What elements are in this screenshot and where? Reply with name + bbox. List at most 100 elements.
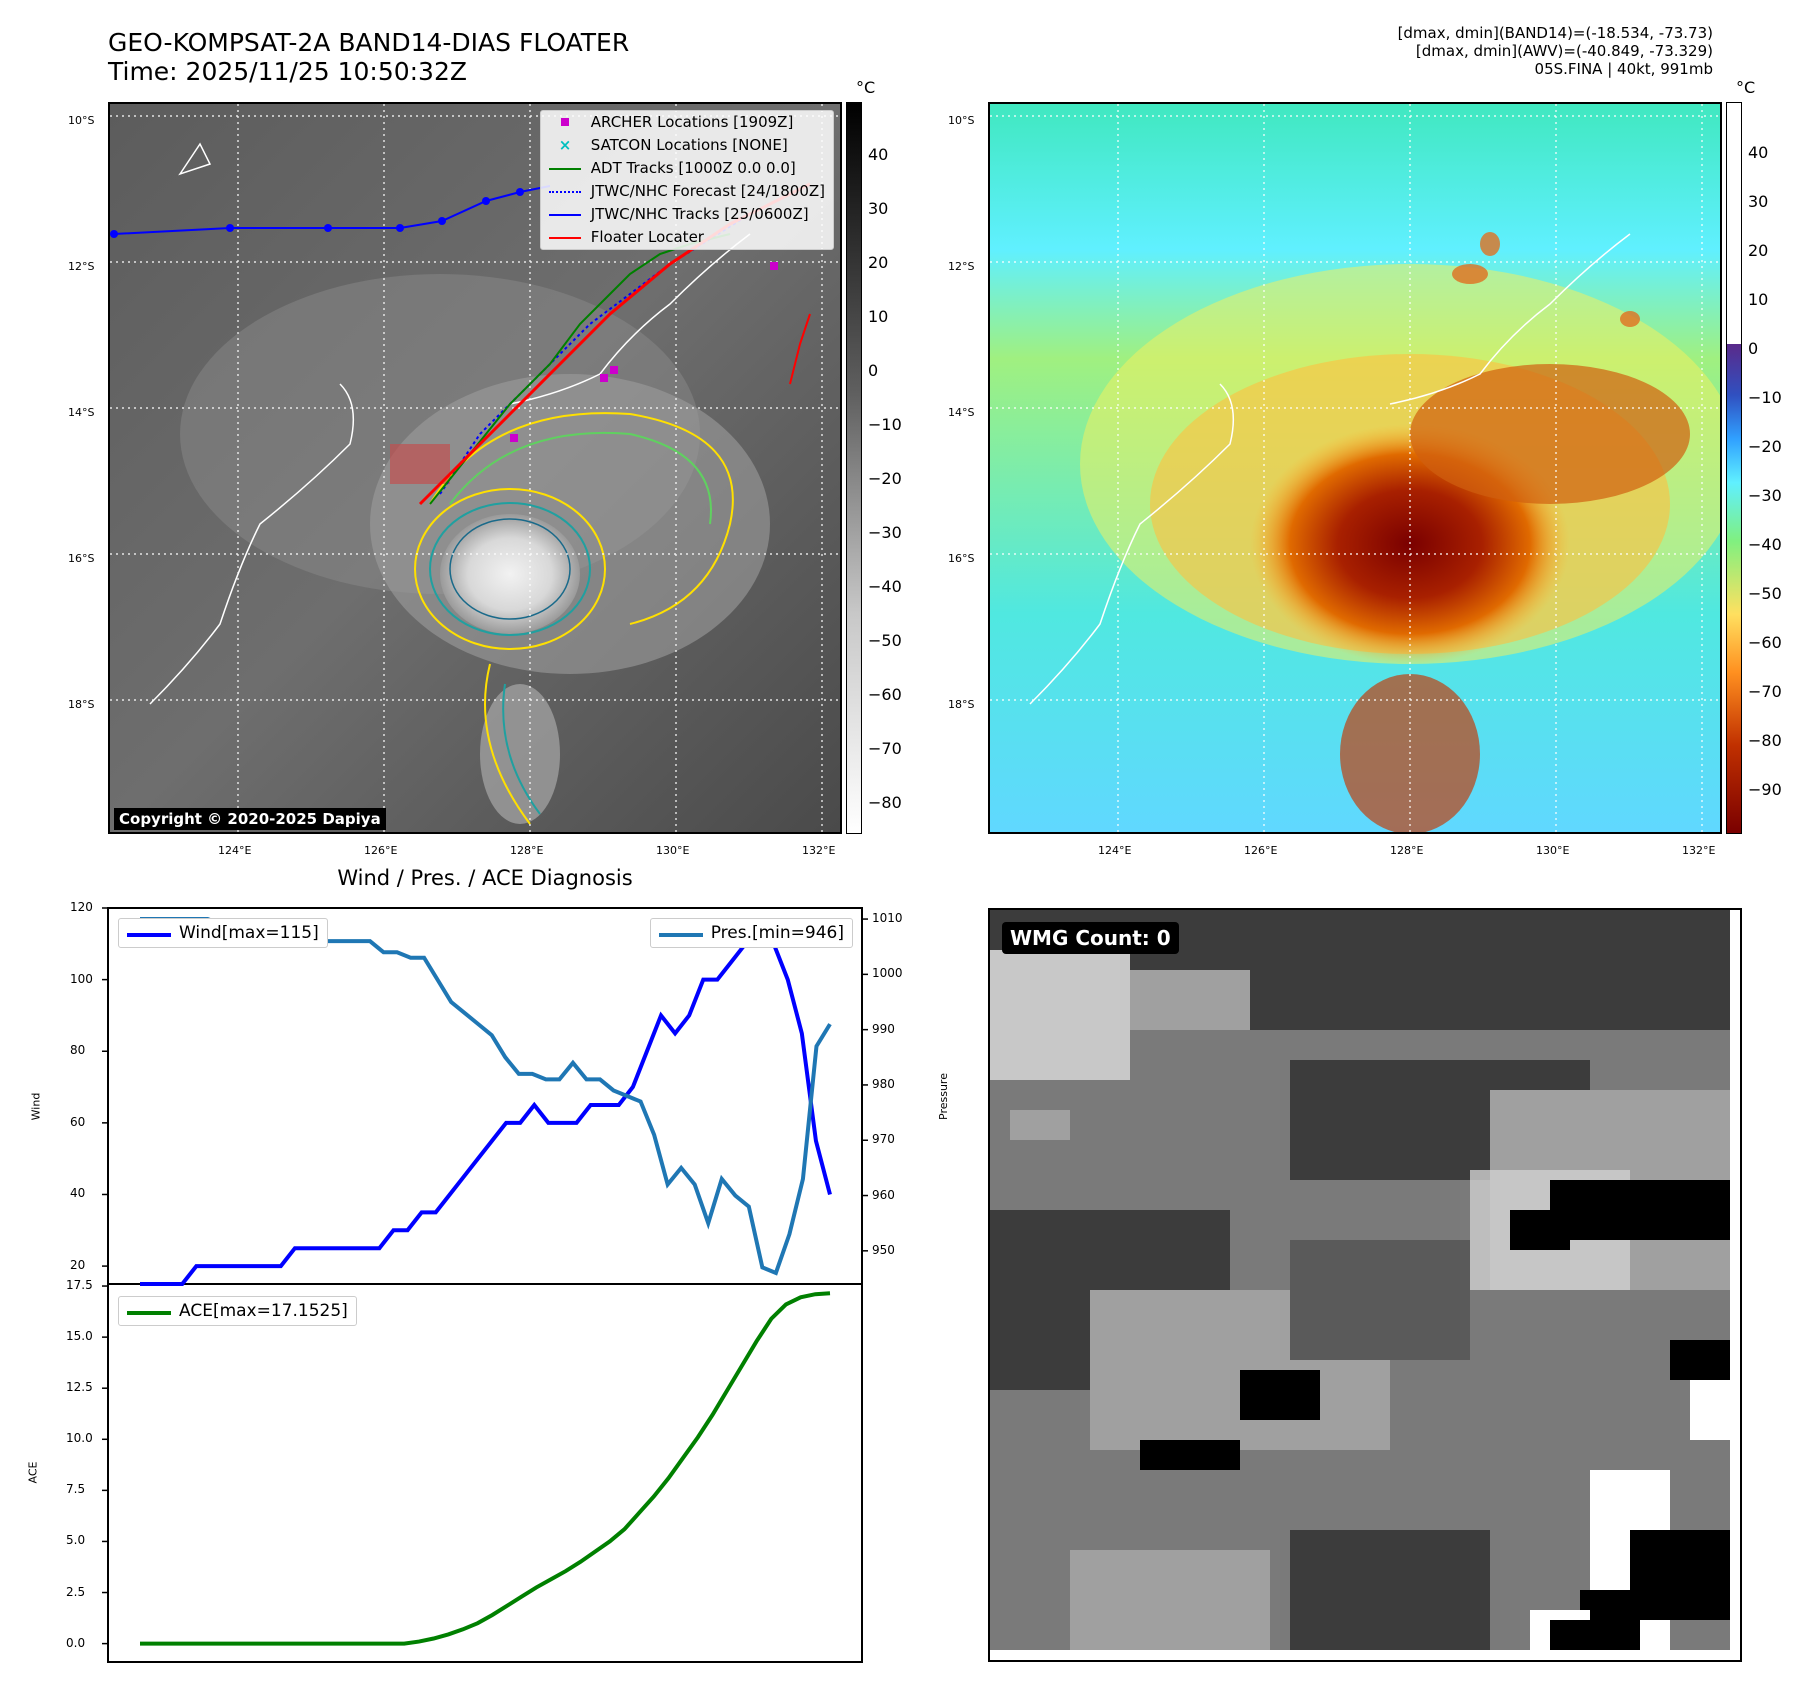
colorbar-tick-label: −30 xyxy=(1748,486,1782,505)
colorbar-tick-label: 10 xyxy=(868,307,889,326)
pressure-tick-label: 1000 xyxy=(872,966,903,981)
ace-tick-label: 10.0 xyxy=(66,1431,93,1446)
lon-tick-label: 128°E xyxy=(510,844,544,857)
ace-legend-label: ACE[max=17.1525] xyxy=(179,1301,348,1321)
ace-tick-label: 15.0 xyxy=(66,1329,93,1344)
lat-tick-label: 12°S xyxy=(68,260,95,273)
wind-tick-label: 100 xyxy=(70,971,93,986)
legend-entry: JTWC/NHC Forecast [24/1800Z] xyxy=(541,180,833,203)
colorbar-tick-label: −20 xyxy=(1748,437,1782,456)
lat-tick-label: 18°S xyxy=(68,698,95,711)
wmg-count-badge: WMG Count: 0 xyxy=(1002,922,1179,954)
legend-label: Floater Locater xyxy=(590,228,704,246)
pressure-tick-label: 950 xyxy=(872,1242,895,1257)
pressure-tick-label: 990 xyxy=(872,1021,895,1036)
pressure-legend-label: Pres.[min=946] xyxy=(710,923,844,943)
lat-tick-label: 14°S xyxy=(68,406,95,419)
colorbar-tick-label: 30 xyxy=(868,199,889,218)
info-line-1: [dmax, dmin](BAND14)=(-18.534, -73.73) xyxy=(1397,24,1713,42)
lat-tick-label: 14°S xyxy=(948,406,975,419)
wind-axis-label: Wind xyxy=(29,1092,43,1121)
ir-satellite-map: Copyright © 2020-2025 Dapiya ARCHER Loca… xyxy=(108,102,842,834)
title-line-1: GEO-KOMPSAT-2A BAND14-DIAS FLOATER xyxy=(108,28,630,57)
wind-legend: Wind[max=115] xyxy=(118,918,328,948)
wind-series-line xyxy=(140,922,832,1286)
colorbar-tick-label: 0 xyxy=(1748,339,1759,358)
colorbar-tick-label: −30 xyxy=(868,523,902,542)
legend-label: ADT Tracks [1000Z 0.0 0.0] xyxy=(590,159,796,177)
legend-label: SATCON Locations [NONE] xyxy=(590,136,788,154)
colorbar-tick-label: −20 xyxy=(868,469,902,488)
legend-label: JTWC/NHC Tracks [25/0600Z] xyxy=(590,205,809,223)
colorbar-tick-label: 20 xyxy=(868,253,889,272)
ace-legend: ACE[max=17.1525] xyxy=(118,1296,357,1326)
ace-tick-label: 7.5 xyxy=(66,1482,86,1497)
colorbar-tick-label: −40 xyxy=(1748,535,1782,554)
colorbar-tick-label: −50 xyxy=(868,631,902,650)
colorbar-tick-label: −40 xyxy=(868,577,902,596)
ace-tick-label: 2.5 xyxy=(66,1584,86,1599)
lon-tick-label: 130°E xyxy=(1536,844,1570,857)
awv-map-image xyxy=(990,104,1720,832)
lat-tick-label: 18°S xyxy=(948,698,975,711)
colorbar-tick-label: −10 xyxy=(1748,388,1782,407)
colorbar-tick-label: −70 xyxy=(868,739,902,758)
diagnosis-plots xyxy=(102,907,868,1663)
legend-symbol xyxy=(560,118,569,126)
lat-tick-label: 10°S xyxy=(68,114,95,127)
pressure-tick-label: 980 xyxy=(872,1076,895,1091)
legend-entry: × SATCON Locations [NONE] xyxy=(541,134,833,157)
wind-legend-label: Wind[max=115] xyxy=(179,923,319,943)
colorbar-tick-label: 40 xyxy=(1748,143,1769,162)
lat-tick-label: 12°S xyxy=(948,260,975,273)
lon-tick-label: 132°E xyxy=(1682,844,1716,857)
pressure-legend-swatch xyxy=(658,933,703,937)
legend-symbol xyxy=(548,191,581,193)
pressure-tick-label: 960 xyxy=(872,1187,895,1202)
pressure-tick-label: 1010 xyxy=(872,911,903,926)
legend-symbol: × xyxy=(558,136,572,154)
legend-entry: Floater Locater xyxy=(541,226,833,249)
legend-label: ARCHER Locations [1909Z] xyxy=(590,113,794,131)
ace-tick-label: 17.5 xyxy=(66,1278,93,1293)
pressure-legend: Pres.[min=946] xyxy=(649,918,853,948)
legend-entry: ADT Tracks [1000Z 0.0 0.0] xyxy=(541,157,833,180)
ace-tick-label: 5.0 xyxy=(66,1533,86,1548)
legend-symbol xyxy=(548,237,581,239)
lon-tick-label: 124°E xyxy=(1098,844,1132,857)
lon-tick-label: 124°E xyxy=(218,844,252,857)
lon-tick-label: 128°E xyxy=(1390,844,1424,857)
lat-tick-label: 16°S xyxy=(68,552,95,565)
wind-tick-label: 120 xyxy=(70,900,93,914)
info-line-3: 05S.FINA | 40kt, 991mb xyxy=(1534,60,1713,78)
legend-symbol xyxy=(548,214,581,216)
ace-legend-swatch xyxy=(127,1311,171,1315)
colorbar-tick-label: 10 xyxy=(1748,290,1769,309)
ace-tick-label: 0.0 xyxy=(66,1635,86,1650)
legend-label: JTWC/NHC Forecast [24/1800Z] xyxy=(590,182,825,200)
legend-entry: JTWC/NHC Tracks [25/0600Z] xyxy=(541,203,833,226)
colorbar-tick-label: −90 xyxy=(1748,780,1782,799)
chart-title: GEO-KOMPSAT-2A BAND14-DIAS FLOATER Time:… xyxy=(108,28,629,86)
info-line-2: [dmax, dmin](AWV)=(-40.849, -73.329) xyxy=(1415,42,1713,60)
title-line-2: Time: 2025/11/25 10:50:32Z xyxy=(108,57,467,86)
colorbar-tick-label: 40 xyxy=(868,145,889,164)
colorbar-tick-label: 20 xyxy=(1748,241,1769,260)
lon-tick-label: 132°E xyxy=(802,844,836,857)
wind-pressure-axes xyxy=(107,907,863,1285)
pressure-tick-label: 970 xyxy=(872,1132,895,1147)
wind-tick-label: 40 xyxy=(70,1186,86,1201)
lon-tick-label: 126°E xyxy=(1244,844,1278,857)
colorbar-tick-label: −80 xyxy=(1748,731,1782,750)
lon-tick-label: 130°E xyxy=(656,844,690,857)
wind-legend-swatch xyxy=(127,933,171,937)
map-legend: ARCHER Locations [1909Z] × SATCON Location… xyxy=(539,110,834,250)
colorbar-tick-label: 30 xyxy=(1748,192,1769,211)
colorbar-tick-label: −80 xyxy=(868,793,902,812)
awv-colorbar xyxy=(1726,102,1742,834)
wmg-image xyxy=(990,910,1740,1660)
pressure-series-line xyxy=(140,917,832,1276)
copyright-label: Copyright © 2020-2025 Dapiya xyxy=(114,808,386,830)
colorbar-tick-label: −10 xyxy=(868,415,902,434)
ace-series-line xyxy=(140,1291,831,1646)
